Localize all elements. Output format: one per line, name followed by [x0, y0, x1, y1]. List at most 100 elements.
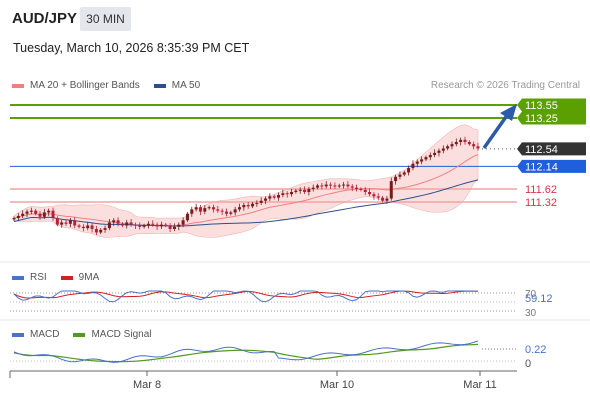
candle-body-42 [194, 207, 198, 210]
candle-body-101 [450, 144, 454, 147]
candle-body-102 [454, 141, 458, 145]
rsi-label-70: 70 [525, 289, 537, 300]
bollinger-band [13, 124, 479, 238]
level-badge-2 [517, 142, 586, 156]
candle-body-84 [376, 196, 380, 198]
legend-rsi-ma: 9MA [60, 272, 100, 283]
level-label-0: 113.55 [525, 100, 558, 112]
candle-body-62 [281, 193, 285, 196]
candle-body-47 [216, 209, 220, 211]
candle-body-46 [211, 207, 215, 210]
level-badge-3 [517, 159, 586, 173]
ma50-swatch-icon [153, 83, 166, 88]
candle-body-55 [251, 203, 255, 207]
candle-body-36 [168, 225, 172, 229]
candle-body-26 [125, 222, 129, 226]
candle-body-4 [29, 210, 33, 212]
timestamp: Tuesday, March 10, 2026 8:35:39 PM CET [13, 41, 250, 55]
candle-body-39 [181, 220, 185, 225]
macd-legend: MACD MACD Signal [12, 329, 165, 340]
candle-body-1 [16, 215, 20, 219]
candle-body-41 [190, 209, 194, 214]
candle-body-37 [172, 226, 176, 229]
candle-body-50 [229, 212, 233, 214]
macd-line [13, 340, 479, 363]
macd-signal-swatch-icon [73, 332, 86, 337]
candle-body-40 [185, 213, 189, 221]
candle-body-81 [363, 189, 367, 192]
candle-body-33 [155, 224, 159, 227]
candle-body-28 [133, 224, 137, 226]
candle-body-27 [129, 222, 133, 225]
candle-body-72 [324, 184, 328, 187]
rsi-label-30: 30 [525, 308, 537, 319]
candle-body-67 [303, 189, 307, 192]
candle-body-31 [146, 223, 150, 226]
rsi-ma-label: 9MA [78, 272, 100, 283]
candle-body-88 [394, 176, 398, 182]
candle-body-107 [476, 146, 480, 149]
candle-body-82 [368, 191, 372, 195]
rsi-label: RSI [30, 272, 47, 283]
candle-body-94 [420, 159, 424, 162]
x-tick-label-2: Mar 11 [463, 379, 496, 391]
candle-body-97 [433, 152, 437, 156]
candle-body-8 [47, 210, 51, 213]
candle-body-22 [107, 222, 111, 229]
candle-body-64 [290, 191, 294, 195]
candle-body-65 [294, 190, 298, 192]
macd-signal-label: MACD Signal [91, 329, 152, 340]
ma50-label: MA 50 [171, 80, 201, 91]
ma50-line [13, 179, 479, 227]
level-label-2: 112.54 [525, 144, 558, 156]
candle-body-44 [203, 208, 207, 212]
candle-body-53 [242, 205, 246, 208]
macd-zero-label: 0 [525, 358, 531, 370]
candle-body-83 [372, 194, 376, 197]
legend-macd: MACD [12, 329, 59, 340]
timeframe-button[interactable]: 30 MIN [80, 7, 131, 31]
target-arrow-shaft [482, 112, 510, 150]
candle-body-79 [355, 187, 359, 189]
target-arrow-head-icon [500, 104, 517, 121]
rsi-legend: RSI 9MA [12, 272, 113, 283]
candle-body-92 [411, 163, 415, 169]
candle-body-32 [151, 223, 155, 225]
symbol-title: AUD/JPY [12, 10, 78, 27]
macd-label: MACD [30, 329, 60, 340]
macd-signal-line [13, 343, 479, 363]
rsi-ma-line [13, 290, 479, 299]
candle-body-106 [472, 144, 476, 147]
candle-body-0 [12, 218, 16, 220]
candle-body-80 [359, 188, 363, 190]
candle-body-98 [437, 150, 441, 153]
x-tick-label-1: Mar 10 [320, 379, 354, 391]
candle-body-12 [64, 222, 68, 224]
candle-body-15 [77, 225, 81, 227]
candle-body-100 [446, 146, 450, 149]
level-label-5: 111.32 [525, 197, 557, 209]
candle-body-51 [233, 209, 237, 213]
candle-body-6 [38, 213, 42, 217]
candle-body-45 [207, 207, 211, 209]
candle-body-75 [337, 185, 341, 187]
candle-body-71 [320, 185, 324, 187]
candle-body-17 [86, 225, 90, 229]
candle-body-52 [237, 207, 241, 210]
candle-body-99 [441, 148, 445, 151]
candle-body-104 [463, 139, 467, 142]
candle-body-58 [264, 198, 268, 201]
rsi-swatch-icon [12, 275, 24, 280]
macd-swatch-icon [12, 332, 24, 337]
candle-body-30 [142, 225, 146, 227]
candle-body-11 [60, 222, 64, 225]
candle-body-18 [90, 225, 94, 229]
level-badge-0 [517, 98, 586, 112]
candle-body-73 [329, 184, 333, 186]
candle-body-54 [246, 205, 250, 207]
candle-body-57 [259, 200, 263, 203]
legend-rsi: RSI [12, 272, 47, 283]
level-label-3: 112.14 [525, 161, 558, 173]
candle-body-76 [342, 184, 346, 186]
